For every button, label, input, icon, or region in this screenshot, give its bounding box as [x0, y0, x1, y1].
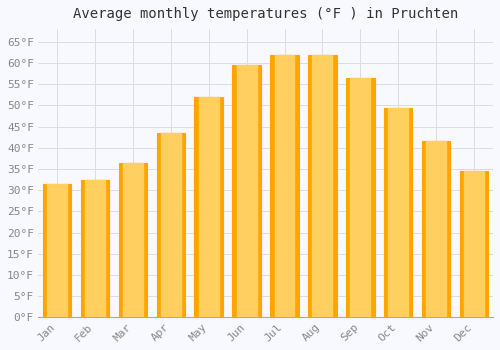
Bar	[156, 133, 185, 317]
Bar	[199, 97, 218, 317]
Bar	[308, 55, 336, 317]
Bar	[232, 65, 261, 317]
Bar	[384, 107, 412, 317]
Bar	[426, 141, 446, 317]
Bar	[81, 180, 109, 317]
Bar	[123, 163, 143, 317]
Bar	[194, 97, 223, 317]
Bar	[422, 141, 450, 317]
Bar	[270, 55, 299, 317]
Bar	[274, 55, 294, 317]
Bar	[350, 78, 370, 317]
Bar	[460, 171, 488, 317]
Bar	[346, 78, 374, 317]
Bar	[388, 107, 408, 317]
Bar	[118, 163, 147, 317]
Bar	[312, 55, 332, 317]
Bar	[47, 184, 67, 317]
Bar	[161, 133, 181, 317]
Bar	[85, 180, 105, 317]
Title: Average monthly temperatures (°F ) in Pruchten: Average monthly temperatures (°F ) in Pr…	[73, 7, 458, 21]
Bar	[43, 184, 72, 317]
Bar	[464, 171, 484, 317]
Bar	[236, 65, 256, 317]
